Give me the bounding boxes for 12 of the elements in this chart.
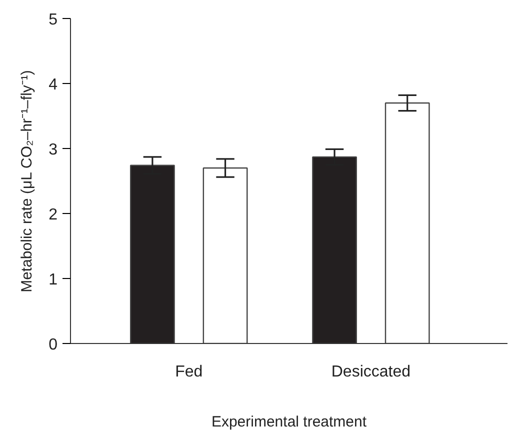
x-tick-label: Desiccated — [331, 364, 411, 380]
y-axis-title: Metabolic rate (μL CO₂–hr⁻¹–fly⁻¹) — [18, 70, 36, 292]
y-tick-label: 3 — [48, 142, 58, 158]
bar — [384, 102, 430, 344]
bar — [202, 167, 248, 344]
y-tick-label: 5 — [48, 12, 58, 28]
x-axis-title: Experimental treatment — [211, 414, 368, 430]
y-tick-label: 1 — [48, 272, 58, 288]
y-tick-label: 0 — [48, 336, 58, 354]
x-tick-label: Fed — [175, 364, 203, 380]
y-tick-label: 2 — [48, 206, 58, 224]
y-tick-label: 4 — [48, 76, 58, 94]
